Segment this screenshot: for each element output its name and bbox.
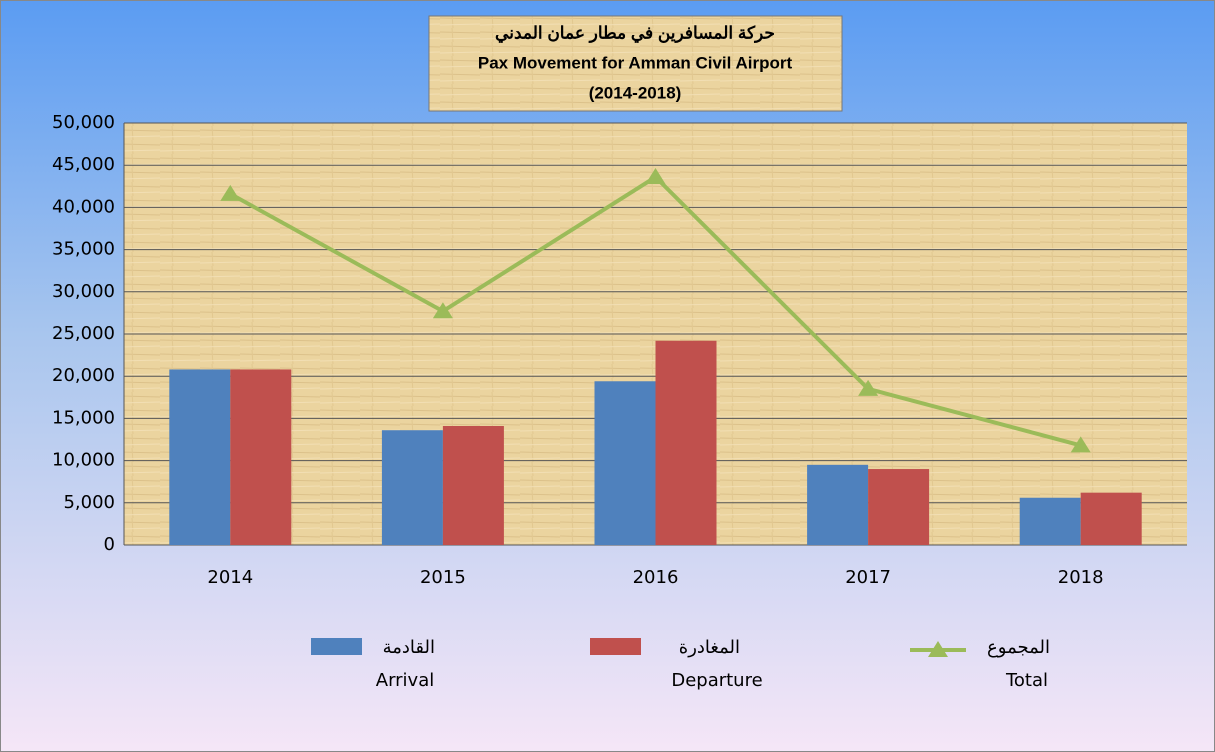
y-tick-label: 25,000 <box>52 323 115 344</box>
y-tick-label: 50,000 <box>52 112 115 133</box>
title-box <box>428 15 843 112</box>
y-tick-label: 15,000 <box>52 407 115 428</box>
bar <box>868 469 930 545</box>
chart-title: حركة المسافرين في مطار عمان المدني <box>495 23 775 43</box>
y-tick-label: 30,000 <box>52 281 115 302</box>
bar <box>381 430 443 545</box>
bar <box>807 464 869 545</box>
marker <box>1070 436 1091 453</box>
marker <box>432 302 453 319</box>
bar <box>169 369 231 545</box>
bar <box>1080 492 1142 545</box>
chart-title: (2014-2018) <box>589 83 682 102</box>
x-tick-label: 2015 <box>420 567 466 588</box>
x-tick-label: 2018 <box>1058 567 1104 588</box>
bar <box>230 369 292 545</box>
legend-label: المجموع <box>987 637 1050 658</box>
legend-label: Total <box>1005 670 1048 691</box>
marker <box>645 168 666 185</box>
legend-label: Departure <box>671 670 762 691</box>
bar <box>442 425 504 545</box>
y-tick-label: 45,000 <box>52 154 115 175</box>
y-tick-label: 5,000 <box>63 492 115 513</box>
legend-label: المغادرة <box>679 637 740 658</box>
y-tick-label: 35,000 <box>52 239 115 260</box>
legend-swatch <box>928 641 948 657</box>
x-tick-label: 2017 <box>845 567 891 588</box>
y-tick-label: 40,000 <box>52 196 115 217</box>
y-tick-label: 0 <box>104 534 115 555</box>
bar <box>655 340 717 545</box>
x-tick-label: 2014 <box>207 567 253 588</box>
legend-label: Arrival <box>376 670 434 691</box>
x-tick-label: 2016 <box>633 567 679 588</box>
legend-swatch <box>311 638 362 655</box>
chart-title: Pax Movement for Amman Civil Airport <box>478 53 793 72</box>
marker <box>220 184 241 201</box>
y-tick-label: 10,000 <box>52 450 115 471</box>
marker <box>858 379 879 396</box>
bar <box>1019 497 1081 545</box>
y-tick-label: 20,000 <box>52 365 115 386</box>
bar <box>594 381 656 545</box>
legend-swatch <box>590 638 641 655</box>
legend-label: القادمة <box>383 637 435 658</box>
